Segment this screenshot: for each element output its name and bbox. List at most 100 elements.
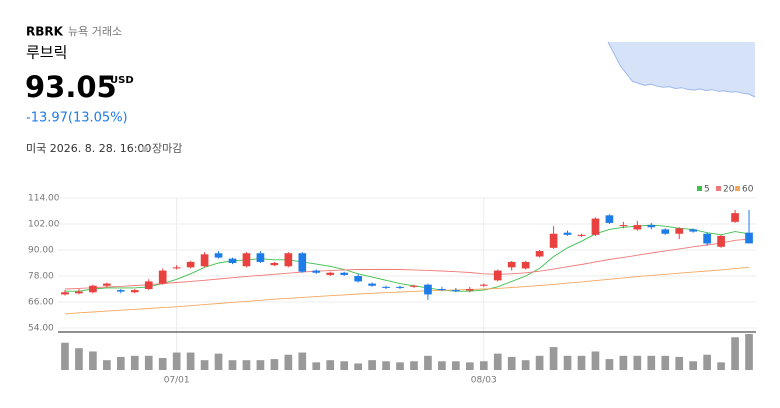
volume-bar <box>75 348 83 370</box>
candle-body <box>591 218 600 235</box>
volume-bar <box>228 360 237 370</box>
candle-body <box>731 213 739 222</box>
candle-body <box>493 270 502 281</box>
candle-body <box>675 228 684 234</box>
candle-body <box>270 263 279 266</box>
volume-bar <box>591 351 600 370</box>
volume-bar <box>340 361 349 370</box>
volume-bar <box>717 362 725 370</box>
volume-bar <box>507 356 516 370</box>
market-status: 장마감 <box>152 142 182 155</box>
candle-body <box>354 276 362 282</box>
candle-body <box>242 253 251 267</box>
volume-bar <box>200 360 209 370</box>
volume-bar <box>410 361 418 370</box>
legend-swatch <box>735 186 740 191</box>
volume-bar <box>438 361 446 370</box>
candle-body <box>312 270 321 273</box>
y-tick-label: 66.00 <box>28 298 54 308</box>
volume-bar <box>619 355 628 370</box>
legend-label: 5 <box>704 185 710 195</box>
candle-body <box>521 261 530 269</box>
candle-body <box>158 270 167 284</box>
volume-bar <box>745 334 753 370</box>
ticker: RBRK <box>26 25 64 39</box>
candle-body <box>61 292 69 295</box>
volume-bar <box>172 352 181 370</box>
volume-bar <box>647 355 656 370</box>
candle-body <box>75 291 83 294</box>
candle-body <box>130 290 139 293</box>
y-tick-label: 54.00 <box>28 324 54 334</box>
currency: USD <box>110 75 134 86</box>
volume-bar <box>284 354 293 370</box>
candle-body <box>326 272 335 275</box>
volume-bar <box>521 360 530 370</box>
volume-bar <box>354 363 362 370</box>
volume-bar <box>563 355 572 370</box>
moving-average-line <box>64 266 750 315</box>
volume-bar <box>103 360 111 370</box>
candle-body <box>396 286 404 288</box>
volume-bar <box>731 337 739 370</box>
candle-body <box>452 290 460 292</box>
volume-bar <box>158 358 167 370</box>
volume-bar <box>396 362 404 370</box>
candle-body <box>465 289 474 291</box>
candle-body <box>200 254 209 267</box>
exchange: 뉴욕 거래소 <box>68 25 122 38</box>
legend-label: 20 <box>723 185 735 195</box>
volume-bar <box>368 360 376 370</box>
volume-bar <box>549 347 558 370</box>
volume-bar <box>424 355 432 370</box>
candle-body <box>661 229 670 234</box>
moving-average-line <box>64 238 750 290</box>
candle-body <box>549 233 558 248</box>
volume-bar <box>452 361 460 370</box>
stock-name: 루브릭 <box>26 44 67 62</box>
volume-bar <box>312 362 321 370</box>
candle-body <box>563 232 572 235</box>
candle-body <box>172 267 181 269</box>
candle-body <box>410 285 418 287</box>
volume-bar <box>605 359 614 370</box>
candle-body <box>535 251 544 257</box>
candle-body <box>340 272 349 275</box>
volume-bar <box>256 360 265 370</box>
price: 93.05 <box>25 70 117 104</box>
candle-body <box>438 289 446 291</box>
candle-body <box>298 253 307 272</box>
volume-bar <box>214 353 223 370</box>
volume-bar <box>61 342 69 370</box>
volume-bar <box>326 360 335 370</box>
candle-body <box>103 283 111 286</box>
volume-bar <box>633 355 642 370</box>
volume-bar <box>703 354 711 370</box>
candle-body <box>703 233 711 244</box>
candle-body <box>479 284 488 286</box>
x-tick-label: 07/01 <box>164 376 190 386</box>
candle-body <box>424 284 432 295</box>
volume-bar <box>479 361 488 370</box>
volume-bar <box>242 360 251 370</box>
candle-body <box>507 261 516 268</box>
candle-body <box>577 234 586 236</box>
datetime: 미국 2026. 8. 28. 16:00 <box>26 142 151 155</box>
y-tick-label: 114.00 <box>28 194 60 204</box>
candle-body <box>647 225 656 228</box>
candle-body <box>228 258 237 263</box>
volume-bar <box>535 355 544 370</box>
volume-bar <box>144 355 153 370</box>
candle-body <box>745 232 753 244</box>
volume-bar <box>298 352 307 370</box>
volume-bar <box>465 362 474 370</box>
sparkline-area <box>608 42 755 97</box>
legend-swatch <box>697 186 702 191</box>
candle-body <box>186 261 195 268</box>
volume-bar <box>661 355 670 370</box>
moving-average-line <box>65 224 750 292</box>
volume-bar <box>675 356 684 370</box>
candle-body <box>382 286 390 288</box>
